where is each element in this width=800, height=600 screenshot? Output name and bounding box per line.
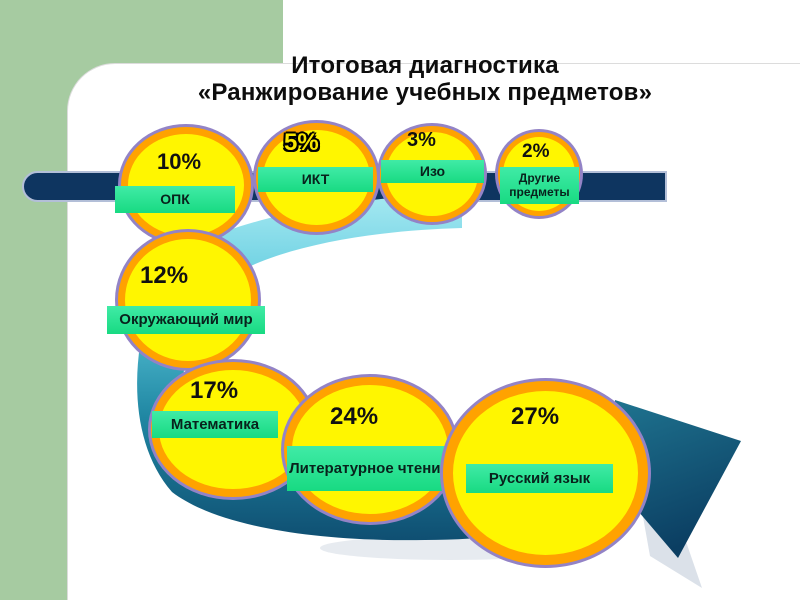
bubble-percent: 24% xyxy=(330,403,379,430)
bubble-label: Русский язык xyxy=(466,464,613,493)
bubble-label: Другие предметы xyxy=(500,167,579,204)
bubble-percent: 27% xyxy=(511,403,560,430)
bubble-percent: 10% xyxy=(157,149,202,174)
slide-title: Итоговая диагностика «Ранжирование учебн… xyxy=(70,52,780,106)
arrowhead xyxy=(610,400,741,558)
left-accent-bar xyxy=(0,0,67,600)
slide-title-line1: Итоговая диагностика xyxy=(291,52,559,79)
bubble-label: Изо xyxy=(381,160,484,183)
bubble-percent: 12% xyxy=(140,262,189,289)
bubble-percent: 3% xyxy=(407,129,436,151)
bubble-label: Математика xyxy=(152,411,278,438)
bubble-percent: 5% xyxy=(284,129,319,156)
bubble-label: ИКТ xyxy=(258,167,373,192)
bubble-percent: 2% xyxy=(522,141,550,162)
bubble-label: ОПК xyxy=(115,186,235,213)
bubble-label: Окружающий мир xyxy=(107,306,265,334)
bubble-circle xyxy=(121,127,251,243)
bubble-label: Литературное чтение xyxy=(287,446,451,491)
bubble-circle xyxy=(118,232,258,368)
slide-title-line2: «Ранжирование учебных предметов» xyxy=(197,79,653,106)
bubble-percent: 17% xyxy=(190,377,239,404)
